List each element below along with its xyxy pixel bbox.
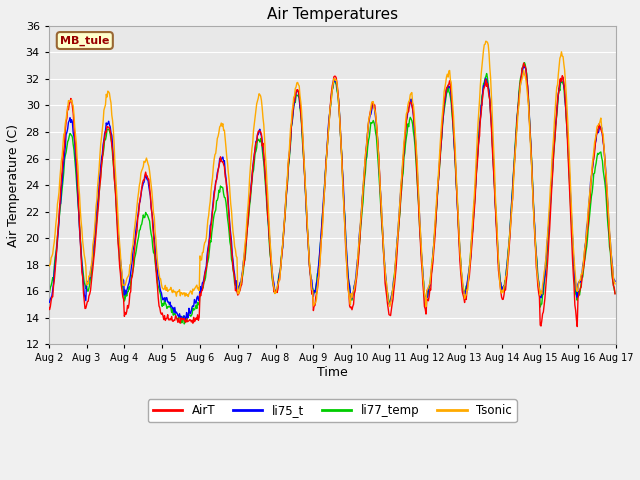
li77_temp: [611, 290, 619, 296]
AirT: [520, 60, 527, 66]
AirT: [573, 324, 581, 329]
li75_t: [202, 267, 209, 273]
li75_t: [182, 317, 189, 323]
li75_t: [55, 219, 63, 225]
li77_temp: [402, 141, 410, 146]
li75_t: [113, 214, 121, 219]
li77_temp: [45, 288, 52, 294]
Tsonic: [386, 304, 394, 310]
Legend: AirT, li75_t, li77_temp, Tsonic: AirT, li75_t, li77_temp, Tsonic: [148, 399, 516, 422]
li75_t: [520, 63, 527, 69]
li77_temp: [55, 217, 63, 223]
AirT: [171, 317, 179, 323]
li75_t: [611, 278, 619, 284]
AirT: [45, 305, 52, 311]
Tsonic: [611, 281, 619, 287]
li77_temp: [418, 259, 426, 264]
AirT: [417, 257, 425, 263]
Tsonic: [45, 264, 52, 269]
li75_t: [418, 258, 426, 264]
Tsonic: [55, 189, 63, 195]
Tsonic: [482, 38, 490, 44]
AirT: [401, 137, 408, 143]
li77_temp: [202, 275, 209, 281]
li75_t: [45, 300, 52, 305]
li75_t: [171, 304, 179, 310]
AirT: [55, 214, 63, 220]
Tsonic: [171, 288, 179, 294]
X-axis label: Time: Time: [317, 366, 348, 379]
Tsonic: [201, 240, 209, 245]
li77_temp: [171, 311, 179, 316]
Line: li75_t: li75_t: [49, 66, 615, 320]
Line: Tsonic: Tsonic: [49, 41, 615, 307]
Title: Air Temperatures: Air Temperatures: [267, 7, 398, 22]
Line: AirT: AirT: [49, 63, 615, 326]
AirT: [113, 226, 121, 231]
Text: MB_tule: MB_tule: [60, 36, 109, 46]
li77_temp: [520, 60, 528, 65]
li77_temp: [113, 218, 121, 224]
Tsonic: [402, 119, 410, 125]
li77_temp: [180, 321, 188, 327]
Line: li77_temp: li77_temp: [49, 62, 615, 324]
Tsonic: [418, 259, 426, 264]
li75_t: [402, 129, 410, 134]
AirT: [611, 291, 619, 297]
Tsonic: [113, 201, 121, 206]
AirT: [201, 272, 209, 277]
Y-axis label: Air Temperature (C): Air Temperature (C): [7, 123, 20, 247]
